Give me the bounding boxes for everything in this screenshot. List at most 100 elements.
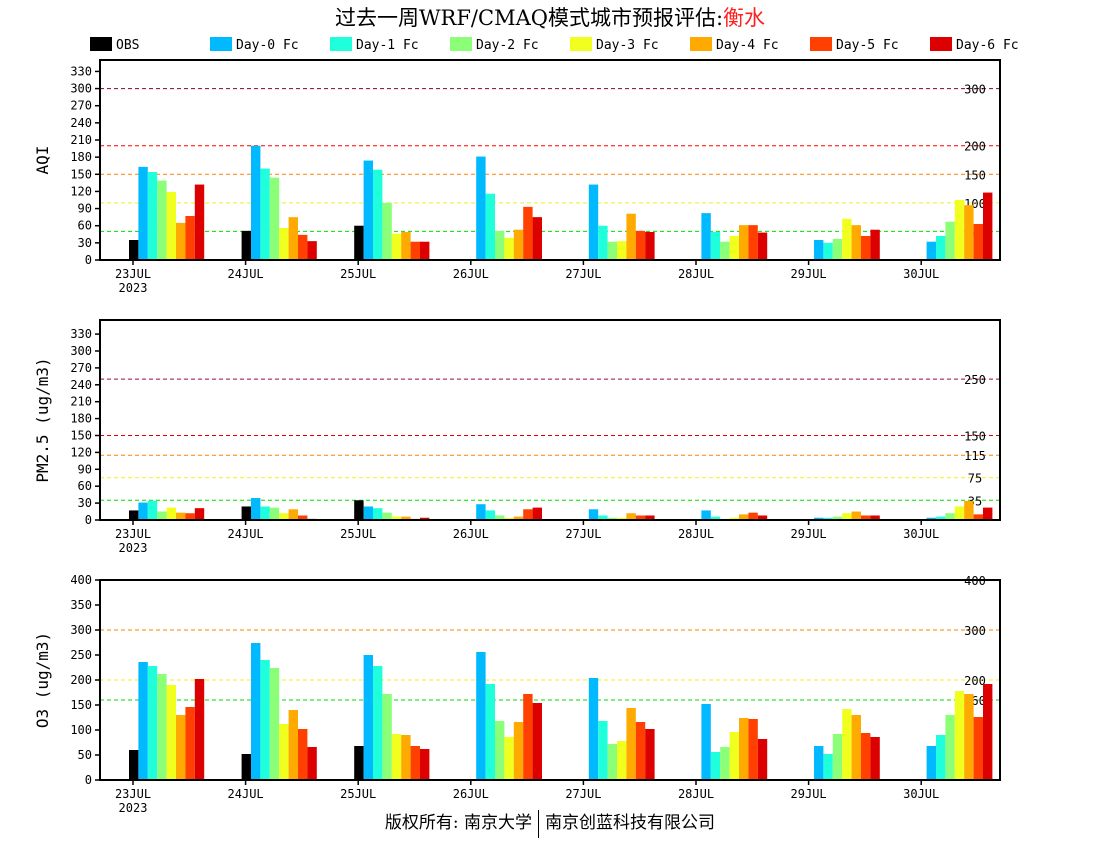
bar-day-5-fc-27JUL (635, 230, 646, 260)
legend-swatch-3 (450, 37, 472, 51)
bar-day-6-fc-28JUL (757, 515, 768, 520)
x-tick-label: 25JUL (340, 267, 376, 281)
y-tick-label: 210 (70, 133, 92, 147)
bar-day-1-fc-24JUL (260, 168, 270, 260)
bar-day-6-fc-30JUL (983, 507, 993, 520)
bar-day-1-fc-24JUL (260, 660, 270, 780)
bar-day-3-fc-30JUL (954, 200, 965, 260)
bar-obs-24JUL (241, 230, 251, 260)
bar-day-3-fc-30JUL (954, 506, 965, 520)
reference-label-150: 150 (964, 429, 986, 443)
bar-day-1-fc-26JUL (485, 684, 495, 780)
bar-day-2-fc-28JUL (720, 241, 730, 260)
legend-label-1: Day-0 Fc (236, 38, 299, 53)
x-tick-label: 27JUL (565, 527, 601, 541)
y-tick-label: 90 (78, 202, 92, 216)
x-tick-label: 23JUL (115, 527, 151, 541)
reference-label-300: 300 (964, 624, 986, 638)
legend-swatch-5 (690, 37, 712, 51)
y-tick-label: 60 (78, 479, 92, 493)
y-tick-label: 100 (70, 723, 92, 737)
bar-day-6-fc-30JUL (983, 192, 993, 260)
bar-day-2-fc-23JUL (157, 674, 167, 780)
bar-day-2-fc-24JUL (269, 507, 280, 520)
bar-day-6-fc-26JUL (532, 507, 542, 520)
y-tick-label: 300 (70, 344, 92, 358)
legend-label-3: Day-2 Fc (476, 38, 539, 53)
bar-day-5-fc-26JUL (523, 509, 533, 520)
bar-day-3-fc-27JUL (617, 241, 627, 260)
x-tick-label: 29JUL (791, 267, 827, 281)
y-tick-label: 0 (85, 773, 92, 787)
y-tick-label: 210 (70, 395, 92, 409)
bar-day-0-fc-26JUL (476, 652, 486, 780)
bar-day-1-fc-27JUL (598, 515, 608, 520)
bar-day-4-fc-24JUL (288, 710, 298, 780)
bar-day-2-fc-25JUL (382, 694, 392, 780)
bar-day-1-fc-25JUL (373, 508, 383, 520)
reference-label-75: 75 (968, 472, 982, 486)
bar-day-5-fc-24JUL (298, 515, 308, 520)
bar-day-6-fc-26JUL (532, 703, 542, 780)
bar-obs-23JUL (129, 240, 139, 260)
bar-day-0-fc-23JUL (138, 662, 148, 780)
plot-frame (99, 319, 1001, 521)
footer-right: 南京创蓝科技有限公司 (545, 813, 716, 833)
y-tick-label: 120 (70, 184, 92, 198)
y-tick-label: 150 (70, 167, 92, 181)
bar-day-3-fc-24JUL (279, 513, 289, 520)
bar-obs-25JUL (354, 746, 364, 780)
bar-day-6-fc-27JUL (645, 232, 655, 260)
bar-day-6-fc-24JUL (307, 241, 317, 260)
bar-day-5-fc-24JUL (298, 234, 308, 260)
y-tick-label: 50 (78, 748, 92, 762)
y-tick-label: 150 (70, 428, 92, 442)
bar-day-1-fc-29JUL (823, 242, 833, 260)
bar-day-3-fc-29JUL (842, 218, 852, 260)
legend-label-5: Day-4 Fc (716, 38, 779, 53)
bar-obs-24JUL (241, 506, 251, 520)
reference-label-150: 150 (964, 168, 986, 182)
bar-day-3-fc-29JUL (842, 709, 852, 780)
bar-day-0-fc-30JUL (926, 517, 936, 520)
bar-day-1-fc-23JUL (147, 500, 158, 520)
bar-day-1-fc-30JUL (936, 236, 946, 260)
bar-day-4-fc-30JUL (964, 205, 974, 260)
bar-day-5-fc-23JUL (185, 216, 195, 260)
bar-day-0-fc-29JUL (814, 746, 824, 780)
bar-day-2-fc-25JUL (382, 512, 392, 520)
bar-day-0-fc-26JUL (476, 156, 486, 260)
bar-day-4-fc-29JUL (851, 511, 861, 520)
bar-day-1-fc-27JUL (598, 225, 608, 260)
bar-day-1-fc-29JUL (823, 517, 833, 520)
bar-day-0-fc-30JUL (926, 241, 936, 260)
y-tick-label: 300 (70, 82, 92, 96)
bar-day-4-fc-28JUL (739, 718, 749, 780)
bar-day-1-fc-27JUL (598, 721, 608, 780)
bar-day-4-fc-23JUL (176, 222, 186, 260)
legend-swatch-6 (810, 37, 832, 51)
x-tick-label: 24JUL (228, 267, 264, 281)
y-tick-label: 60 (78, 219, 92, 233)
year-label: 2023 (119, 801, 148, 815)
bar-day-6-fc-25JUL (420, 241, 430, 260)
plot-frame (99, 59, 1001, 261)
legend-label-4: Day-3 Fc (596, 38, 659, 53)
bar-day-5-fc-26JUL (523, 694, 533, 780)
bar-day-5-fc-27JUL (635, 722, 646, 780)
bar-day-2-fc-26JUL (495, 230, 505, 260)
y-tick-label: 240 (70, 116, 92, 130)
bar-day-6-fc-25JUL (420, 517, 430, 520)
bar-day-4-fc-26JUL (513, 229, 524, 260)
bar-day-0-fc-27JUL (588, 678, 599, 780)
bar-day-1-fc-26JUL (485, 193, 495, 260)
title-city: 衡水 (723, 6, 766, 30)
bar-day-0-fc-24JUL (251, 643, 261, 780)
bar-obs-25JUL (354, 500, 364, 520)
bar-day-4-fc-26JUL (513, 722, 524, 780)
bar-day-0-fc-23JUL (138, 166, 148, 260)
bar-day-2-fc-26JUL (495, 721, 505, 780)
y-tick-label: 0 (85, 513, 92, 527)
y-tick-label: 90 (78, 462, 92, 476)
bar-day-5-fc-29JUL (861, 236, 871, 260)
